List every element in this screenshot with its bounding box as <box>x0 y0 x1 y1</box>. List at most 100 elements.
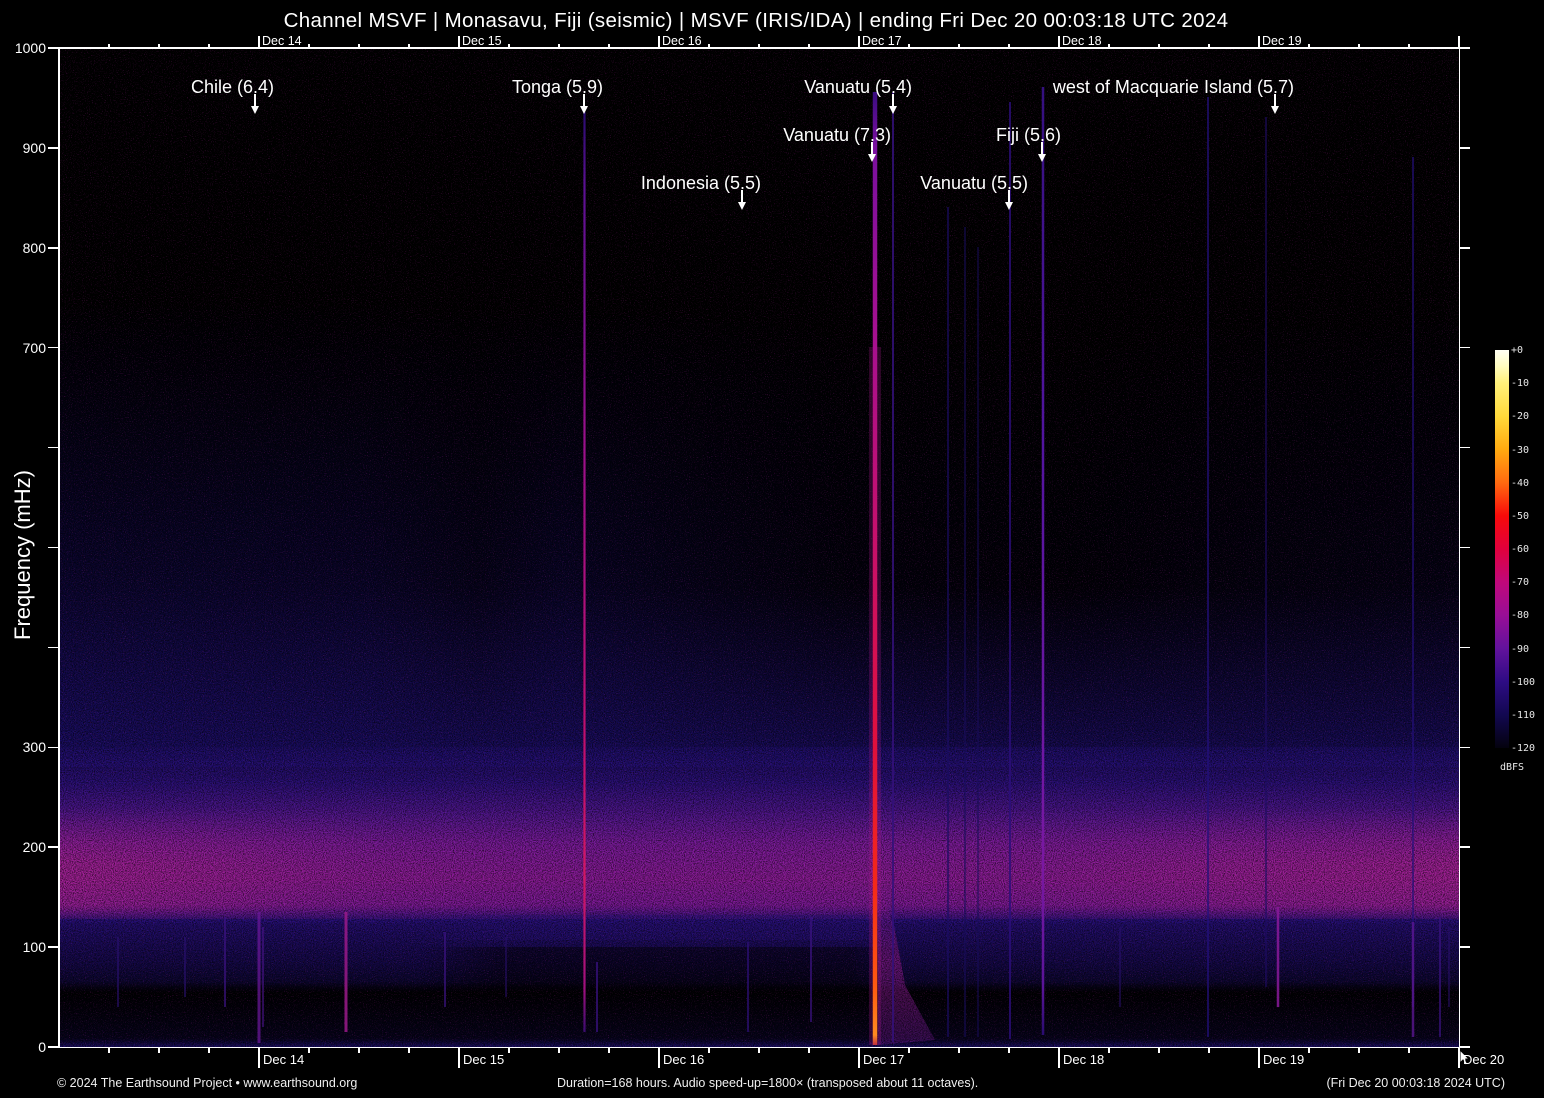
colorbar-unit-label: dBFS <box>1500 762 1525 773</box>
event-signal-line <box>1041 87 1045 1035</box>
y-tick-label: 300 <box>22 739 46 756</box>
y-tick-label: 100 <box>22 939 46 956</box>
event-arrow-stem <box>1274 94 1276 106</box>
y-tick-left <box>48 746 58 749</box>
mouse-cursor-icon <box>1459 1049 1471 1066</box>
event-signal-line <box>892 92 894 1042</box>
y-tick-right <box>1459 147 1470 149</box>
y-axis-title: Frequency (mHz) <box>10 470 35 640</box>
y-tick-right <box>1459 946 1470 948</box>
x-minor-tick-bottom <box>508 1047 510 1053</box>
x-minor-tick-bottom <box>1358 1047 1360 1053</box>
x-major-tick-bottom <box>258 1047 260 1068</box>
colorbar-tick-label: -90 <box>1511 643 1530 655</box>
x-minor-tick-bottom <box>758 1047 760 1053</box>
event-arrow-down-icon <box>1004 202 1013 210</box>
event-signal-line <box>1009 102 1011 1039</box>
copyright-text: © 2024 The Earthsound Project • www.eart… <box>57 1076 358 1090</box>
event-label: Tonga (5.9) <box>511 77 603 97</box>
colorbar-tick-label: -110 <box>1511 709 1536 721</box>
duration-info: Duration=168 hours. Audio speed-up=1800×… <box>557 1076 979 1090</box>
x-label-bottom: Dec 14 <box>263 1052 305 1067</box>
y-tick-right <box>1459 47 1470 49</box>
event-arrow-down-icon <box>867 154 876 162</box>
x-minor-tick-bottom <box>108 1047 110 1053</box>
transient-signal-line <box>184 937 186 997</box>
x-label-top: Dec 16 <box>662 34 702 48</box>
event-signal-line <box>1276 907 1280 1007</box>
event-signal-line <box>262 927 264 1027</box>
event-arrow-down-icon <box>737 202 746 210</box>
x-minor-tick-bottom <box>1208 1047 1210 1053</box>
x-major-tick-bottom <box>1258 1047 1260 1068</box>
x-minor-tick-top <box>558 44 560 48</box>
event-arrow-stem <box>583 94 585 106</box>
x-minor-tick-bottom <box>708 1047 710 1053</box>
x-label-bottom: Dec 20 <box>1463 1052 1505 1067</box>
y-tick-left <box>48 546 58 549</box>
x-minor-tick-top <box>1158 44 1160 48</box>
y-tick-label: 700 <box>22 339 46 356</box>
transient-signal-line <box>596 962 598 1032</box>
transient-signal-line <box>1412 157 1414 1007</box>
colorbar <box>1495 350 1509 748</box>
x-minor-tick-top <box>1108 44 1110 48</box>
y-tick-left <box>48 946 58 948</box>
y-tick-right <box>1459 646 1470 649</box>
transient-signal-line <box>1448 927 1450 1007</box>
y-tick-left <box>48 446 58 449</box>
x-minor-tick-top <box>158 44 160 48</box>
x-minor-tick-bottom <box>958 1047 960 1053</box>
event-signal-line <box>872 92 878 1045</box>
event-arrow-stem <box>741 190 743 202</box>
x-major-tick-bottom <box>458 1047 460 1068</box>
transient-signal-line <box>1265 117 1267 987</box>
event-label: Fiji (5.6) <box>995 125 1061 145</box>
x-minor-tick-bottom <box>1308 1047 1310 1053</box>
x-major-tick-top <box>1058 36 1060 48</box>
event-label: Vanuatu (5.5) <box>920 173 1028 193</box>
transient-signal-line <box>444 932 446 1007</box>
x-minor-tick-top <box>108 44 110 48</box>
x-label-bottom: Dec 16 <box>663 1052 705 1067</box>
event-signal-lines <box>117 87 1450 1045</box>
x-major-tick-top <box>858 36 860 48</box>
x-minor-tick-top <box>358 44 360 48</box>
x-label-top: Dec 18 <box>1062 34 1102 48</box>
transient-signal-line <box>747 942 749 1032</box>
y-tick-left <box>48 1046 58 1048</box>
transient-signal-line <box>810 917 812 1022</box>
y-tick-label: 200 <box>22 839 46 856</box>
x-minor-tick-top <box>1358 44 1360 48</box>
transient-signal-line <box>1439 917 1441 1037</box>
y-tick-right <box>1459 446 1470 449</box>
end-timestamp: (Fri Dec 20 00:03:18 2024 UTC) <box>1326 1076 1505 1090</box>
colorbar-tick-label: -50 <box>1511 510 1530 522</box>
transient-signal-line <box>117 937 119 1007</box>
transient-signal-line <box>1207 97 1209 1037</box>
x-minor-tick-top <box>1408 44 1410 48</box>
event-arrow-stem <box>892 94 894 106</box>
event-arrow-down-icon <box>250 106 259 114</box>
left-axis-line <box>58 47 60 1048</box>
x-minor-tick-bottom <box>558 1047 560 1053</box>
x-label-bottom: Dec 19 <box>1263 1052 1305 1067</box>
y-tick-left <box>48 346 58 349</box>
x-major-tick-top <box>258 36 260 48</box>
y-tick-label: 0 <box>38 1039 46 1055</box>
event-arrow-stem <box>871 142 873 154</box>
colorbar-tick-label: -60 <box>1511 544 1530 556</box>
x-minor-tick-top <box>708 44 710 48</box>
event-label: Vanuatu (7.3) <box>783 125 891 145</box>
x-minor-tick-top <box>208 44 210 48</box>
x-minor-tick-bottom <box>358 1047 360 1053</box>
x-minor-tick-bottom <box>608 1047 610 1053</box>
y-tick-right <box>1459 346 1470 349</box>
event-arrow-stem <box>254 94 256 106</box>
x-major-tick-bottom <box>1058 1047 1060 1068</box>
event-signal-line <box>257 912 261 1043</box>
x-minor-tick-bottom <box>908 1047 910 1053</box>
y-tick-left <box>48 147 58 149</box>
x-minor-tick-top <box>408 44 410 48</box>
